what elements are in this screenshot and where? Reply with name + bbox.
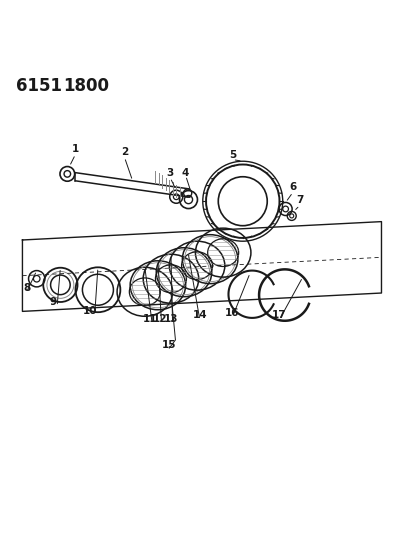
Text: 3: 3 xyxy=(166,167,174,177)
Text: 11: 11 xyxy=(143,313,157,324)
Text: 1800: 1800 xyxy=(63,77,109,95)
Text: 14: 14 xyxy=(193,310,207,320)
Text: 13: 13 xyxy=(164,313,179,324)
Text: 16: 16 xyxy=(225,308,240,318)
Text: 7: 7 xyxy=(296,195,304,205)
Text: 10: 10 xyxy=(82,306,97,316)
Text: 8: 8 xyxy=(23,283,30,293)
Text: 5: 5 xyxy=(229,150,236,159)
Text: 17: 17 xyxy=(272,310,287,320)
Text: 6151: 6151 xyxy=(16,77,62,95)
Text: 4: 4 xyxy=(182,167,189,177)
Text: 6: 6 xyxy=(289,182,297,192)
Text: 2: 2 xyxy=(121,147,128,157)
Text: 15: 15 xyxy=(162,340,177,350)
Text: 9: 9 xyxy=(49,297,57,308)
Text: 1: 1 xyxy=(72,144,79,154)
Text: 12: 12 xyxy=(153,313,168,324)
